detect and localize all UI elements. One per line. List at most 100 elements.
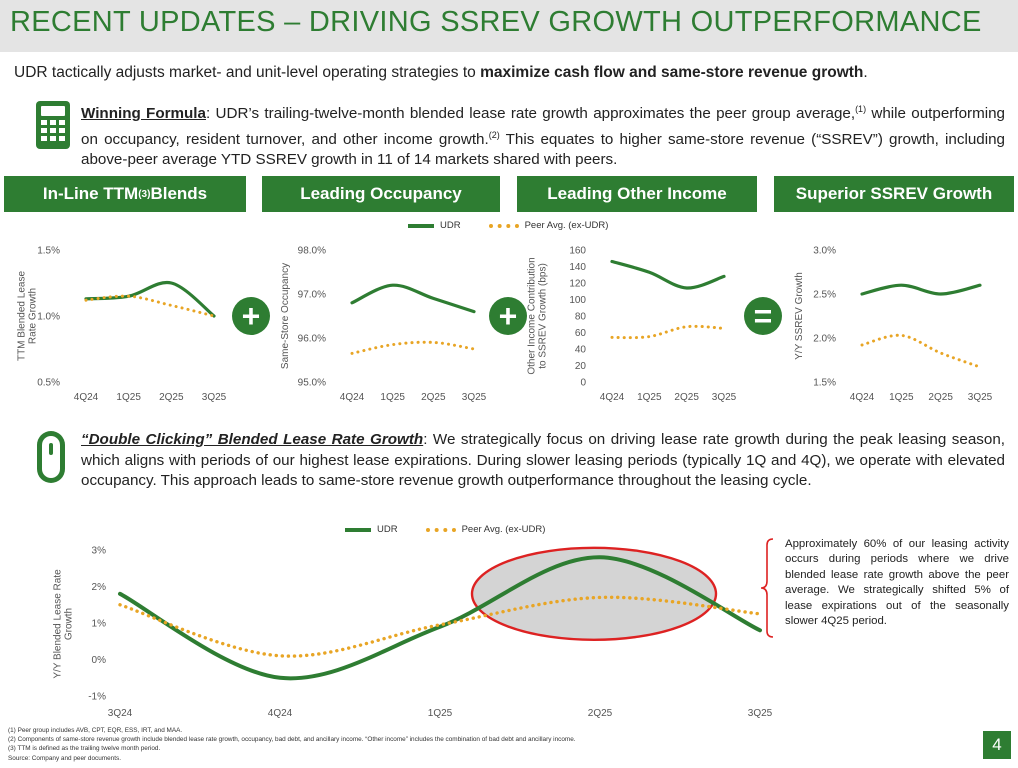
y-tick-label: 160 <box>569 246 586 257</box>
y-tick-label: 3.0% <box>813 246 836 257</box>
legend-udr-label: UDR <box>440 220 461 231</box>
legend-bottom: UDR Peer Avg. (ex-UDR) <box>345 524 545 535</box>
double-clicking-lead: “Double Clicking” Blended Lease Rate Gro… <box>81 431 424 448</box>
y-tick-label: 2.5% <box>813 290 836 301</box>
intro-suffix: . <box>863 64 868 81</box>
y-tick-label: 98.0% <box>298 246 326 257</box>
title-bar: RECENT UPDATES – DRIVING SSREV GROWTH OU… <box>0 0 1018 52</box>
x-tick-label: 1Q25 <box>428 708 453 719</box>
intro-text: UDR tactically adjusts market- and unit-… <box>14 64 868 82</box>
chart-ssrev-growth: 1.5% 2.0% 2.5% 3.0% 4Q24 1Q25 2Q25 3Q25 Y/Y SSRE… <box>794 246 993 404</box>
y-tick-label: 80 <box>575 312 587 323</box>
y-tick-label: 3% <box>92 546 107 557</box>
x-tick-label: 1Q25 <box>889 392 914 403</box>
intro-bold: maximize cash flow and same-store revenu… <box>480 64 864 81</box>
y-tick-label: 40 <box>575 345 587 356</box>
footnote-ref-2: (2) <box>488 129 500 140</box>
footnote-2: (2) Components of same-store revenue gro… <box>8 736 576 743</box>
series-peer-line <box>350 340 476 355</box>
x-tick-label: 4Q24 <box>74 392 99 403</box>
y-axis-label: Growth <box>64 608 75 640</box>
legend-bottom-udr-label: UDR <box>377 524 398 535</box>
footnote-3: (3) TTM is defined as the trailing twelv… <box>8 745 161 752</box>
y-tick-label: 2% <box>92 582 107 593</box>
winning-formula-lead: Winning Formula <box>81 105 206 123</box>
y-tick-label: 95.0% <box>298 378 326 389</box>
chart-blended-lease-rate: -1% 0% 1% 2% 3% 3Q24 4Q24 1Q25 2Q25 3Q25 Y/Y Blend… <box>53 546 773 720</box>
y-axis-label: Y/Y Blended Lease Rate <box>53 569 64 679</box>
x-tick-label: 3Q24 <box>108 708 133 719</box>
y-tick-label: 96.0% <box>298 334 326 345</box>
y-axis-label: Rate Growth <box>28 288 39 344</box>
x-tick-label: 3Q25 <box>748 708 773 719</box>
legend-bottom-udr-swatch <box>345 527 371 532</box>
y-tick-label: -1% <box>88 692 106 703</box>
y-axis-label: Other Income Contribution <box>527 257 538 374</box>
x-tick-label: 3Q25 <box>462 392 487 403</box>
y-tick-label: 1% <box>92 619 107 630</box>
legend-udr-swatch <box>408 223 434 228</box>
y-axis-label: Y/Y SSREV Growth <box>794 272 805 360</box>
banner-leading-other-income: Leading Other Income <box>517 176 757 212</box>
double-clicking-body: : We strategically focus on driving leas… <box>81 431 1005 489</box>
winning-formula-text: Winning Formula: UDR’s trailing-twelve-m… <box>81 99 1005 171</box>
x-tick-label: 1Q25 <box>380 392 405 403</box>
banner-inline-blends: In-Line TTM (3) Blends <box>4 176 246 212</box>
annotation-text: Approximately 60% of our leasing activit… <box>785 538 1009 628</box>
banner-1-sup: (3) <box>138 188 151 200</box>
double-clicking-text: “Double Clicking” Blended Lease Rate Gro… <box>81 430 1005 492</box>
x-tick-label: 1Q25 <box>116 392 141 403</box>
series-peer-line <box>860 333 982 369</box>
winning-formula-part3: This equates to higher same-store revenu… <box>81 130 1005 169</box>
x-tick-label: 1Q25 <box>637 392 662 403</box>
annotation-bracket <box>760 538 774 638</box>
series-udr-line <box>118 555 762 681</box>
y-tick-label: 1.0% <box>37 312 60 323</box>
intro-prefix: UDR tactically adjusts market- and unit-… <box>14 64 481 81</box>
x-tick-label: 2Q25 <box>928 392 953 403</box>
x-tick-label: 4Q24 <box>600 392 625 403</box>
chart-other-income: 0 20 40 60 80 100 120 140 160 4Q24 1Q25 2Q25 3Q25 Oth… <box>527 246 737 404</box>
footnote-ref-1: (1) <box>855 104 867 114</box>
y-axis-label: to SSREV Growth (bps) <box>538 263 549 369</box>
series-udr-line <box>350 283 476 314</box>
banner-leading-occupancy: Leading Occupancy <box>262 176 500 212</box>
y-tick-label: 0.5% <box>37 378 60 389</box>
x-tick-label: 4Q24 <box>268 708 293 719</box>
series-peer-line <box>610 324 726 340</box>
page-title: RECENT UPDATES – DRIVING SSREV GROWTH OU… <box>10 6 982 38</box>
plus-operator-2: + <box>489 297 527 335</box>
plus-operator-1: + <box>232 297 270 335</box>
y-tick-label: 60 <box>575 328 587 339</box>
y-tick-label: 1.5% <box>813 378 836 389</box>
x-tick-label: 3Q25 <box>712 392 737 403</box>
chart-occupancy: 95.0% 96.0% 97.0% 98.0% 4Q24 1Q25 2Q25 3Q25 Same… <box>280 246 487 404</box>
highlight-ellipse <box>470 546 718 641</box>
x-tick-label: 3Q25 <box>202 392 227 403</box>
x-tick-label: 2Q25 <box>159 392 184 403</box>
page-number: 4 <box>983 731 1011 759</box>
banner-superior-ssrev: Superior SSREV Growth <box>774 176 1014 212</box>
legend-bottom-peer-label: Peer Avg. (ex-UDR) <box>461 524 546 535</box>
y-tick-label: 120 <box>569 279 586 290</box>
series-peer-line <box>84 294 216 318</box>
footnote-1: (1) Peer group includes AVB, CPT, EQR, E… <box>8 727 183 734</box>
y-tick-label: 0% <box>92 655 107 666</box>
series-udr-line <box>610 259 726 290</box>
x-tick-label: 3Q25 <box>968 392 993 403</box>
legend-peer-swatch <box>488 223 519 228</box>
mouse-icon <box>37 431 65 488</box>
x-tick-label: 2Q25 <box>588 708 613 719</box>
y-tick-label: 100 <box>569 295 586 306</box>
legend-top: UDR Peer Avg. (ex-UDR) <box>408 220 608 231</box>
calculator-icon <box>36 101 70 154</box>
x-tick-label: 2Q25 <box>674 392 699 403</box>
y-tick-label: 140 <box>569 262 586 273</box>
x-tick-label: 4Q24 <box>340 392 365 403</box>
y-tick-label: 1.5% <box>37 246 60 257</box>
equals-operator: = <box>744 297 782 335</box>
winning-formula-part1: : UDR’s trailing-twelve-month blended le… <box>205 105 856 123</box>
y-axis-label: Same-Store Occupancy <box>280 263 291 369</box>
legend-bottom-peer-swatch <box>425 527 456 532</box>
banner-1-pre: In-Line TTM <box>42 184 139 203</box>
